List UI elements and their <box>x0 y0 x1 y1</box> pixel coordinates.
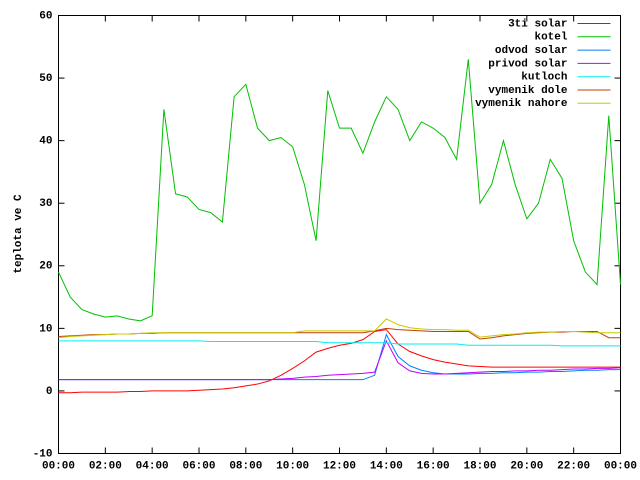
y-tick-label: 0 <box>46 386 53 398</box>
x-tick-label: 12:00 <box>323 460 356 472</box>
legend-label: odvod solar <box>495 45 568 57</box>
y-tick-label: -10 <box>33 448 53 460</box>
series-line <box>58 329 621 394</box>
x-tick-label: 16:00 <box>417 460 450 472</box>
series-line <box>58 339 621 381</box>
y-tick-label: 60 <box>39 10 52 22</box>
legend-label: vymenik dole <box>488 85 568 97</box>
y-tick-label: 10 <box>39 323 52 335</box>
legend-label: privod solar <box>488 58 567 70</box>
series-line <box>58 340 621 347</box>
x-tick-label: 08:00 <box>229 460 262 472</box>
legend-label: vymenik nahore <box>475 98 568 110</box>
series-line <box>58 318 621 339</box>
y-tick-label: 20 <box>39 261 52 273</box>
series-line <box>58 59 621 322</box>
y-tick-label: 40 <box>39 136 52 148</box>
x-tick-label: 14:00 <box>370 460 403 472</box>
legend-label: 3ti solar <box>508 18 567 30</box>
x-tick-label: 22:00 <box>557 460 590 472</box>
x-tick-label: 04:00 <box>136 460 169 472</box>
y-tick-label: 30 <box>39 198 52 210</box>
x-tick-label: 02:00 <box>89 460 122 472</box>
x-tick-label: 18:00 <box>463 460 496 472</box>
x-tick-label: 06:00 <box>182 460 215 472</box>
legend-label: kotel <box>534 32 567 44</box>
series-line <box>58 327 621 340</box>
x-tick-label: 00:00 <box>42 460 75 472</box>
x-tick-label: 00:00 <box>604 460 637 472</box>
legend-label: kutloch <box>521 72 567 84</box>
y-tick-label: 50 <box>39 73 52 85</box>
x-tick-label: 20:00 <box>510 460 543 472</box>
y-axis-label: teplota ve C <box>13 194 25 274</box>
x-tick-label: 10:00 <box>276 460 309 472</box>
